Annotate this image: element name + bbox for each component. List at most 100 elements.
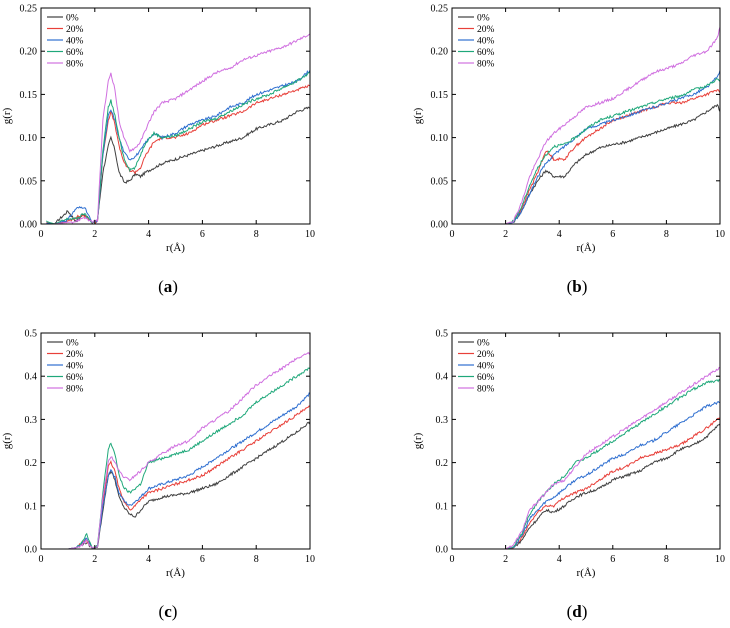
y-tick-label: 0.1 <box>436 501 449 512</box>
y-axis-label: g(r) <box>412 107 424 124</box>
chart-panel-d: 0 2 4 6 8 10 0.0 0.1 0.2 0.3 0.4 0.5 r(Å) g(r) 0%20% 40… <box>412 329 725 580</box>
x-tick-label: 0 <box>39 554 44 565</box>
y-tick-label: 0.05 <box>431 176 449 187</box>
y-tick-label: 0.2 <box>25 458 38 469</box>
series-line-20pct <box>452 89 721 225</box>
x-axis-label: r(Å) <box>166 242 185 254</box>
y-axis-label: g(r) <box>1 432 13 449</box>
series-line-20pct <box>452 416 721 550</box>
x-tick-label: 6 <box>610 554 615 565</box>
series-line-60pct <box>46 72 311 225</box>
chart-panel-c: 0 2 4 6 8 10 0.0 0.1 0.2 0.3 0.4 0.5 r(Å) g(r) 0%20% 40… <box>1 329 315 580</box>
series-line-40pct <box>452 400 721 550</box>
x-tick-label: 4 <box>557 229 562 240</box>
y-tick-label: 0.00 <box>20 220 38 231</box>
y-tick-label: 0.0 <box>25 545 38 556</box>
y-tick-label: 0.05 <box>20 176 38 187</box>
series-line-0pct <box>452 423 721 550</box>
panel-label-a: (a) <box>158 277 178 296</box>
legend-label: 60% <box>477 48 495 58</box>
plot-frame <box>451 7 721 225</box>
plot-frame <box>40 332 311 550</box>
legend-label: 60% <box>66 373 84 383</box>
panel-letter-a: a <box>163 277 173 296</box>
series-line-40pct <box>67 392 311 550</box>
y-tick-label: 0.4 <box>25 372 38 383</box>
x-tick-label: 4 <box>146 229 151 240</box>
legend-label: 80% <box>477 385 495 395</box>
x-tick-label: 2 <box>92 229 97 240</box>
x-tick-label: 2 <box>503 554 508 565</box>
legend-label: 20% <box>477 350 495 360</box>
legend-label: 80% <box>66 60 84 70</box>
legend-label: 40% <box>477 362 495 372</box>
series-line-40pct <box>452 70 721 225</box>
series-line-60pct <box>67 367 311 550</box>
y-tick-label: 0.10 <box>431 133 449 144</box>
y-tick-label: 0.2 <box>436 458 449 469</box>
x-tick-label: 0 <box>450 554 455 565</box>
panel-letter-d: d <box>572 602 582 621</box>
x-tick-label: 8 <box>254 229 259 240</box>
x-tick-label: 10 <box>715 554 725 565</box>
series-line-0pct <box>452 103 721 225</box>
y-axis-label: g(r) <box>1 107 13 124</box>
legend-label: 0% <box>477 339 490 349</box>
legend-label: 60% <box>66 48 84 58</box>
series-line-80pct <box>46 33 311 225</box>
y-tick-label: 0.00 <box>431 220 449 231</box>
x-axis-label: r(Å) <box>166 567 185 579</box>
legend-label: 40% <box>66 37 84 47</box>
chart-panel-a: 0 2 4 6 8 10 0.00 0.05 0.10 0.15 0.20 0.25 r(Å) g(r) 0… <box>1 4 315 255</box>
series-line-20pct <box>46 84 311 225</box>
x-tick-label: 8 <box>664 554 669 565</box>
y-tick-label: 0.20 <box>431 47 449 58</box>
y-tick-label: 0.20 <box>20 47 38 58</box>
panel-label-b: (b) <box>566 277 588 296</box>
x-tick-label: 8 <box>664 229 669 240</box>
legend-label: 60% <box>477 373 495 383</box>
legend-label: 20% <box>66 25 84 35</box>
series-line-20pct <box>67 405 311 550</box>
y-tick-label: 0.3 <box>25 415 38 426</box>
y-tick-label: 0.25 <box>20 4 38 15</box>
series-line-40pct <box>46 69 311 225</box>
x-axis-label: r(Å) <box>577 242 596 254</box>
y-tick-label: 0.25 <box>431 4 449 15</box>
x-tick-label: 10 <box>305 554 315 565</box>
legend-label: 40% <box>477 37 495 47</box>
y-tick-label: 0.5 <box>25 329 38 340</box>
legend-label: 40% <box>66 362 84 372</box>
plot-frame <box>451 332 721 550</box>
panel-letter-c: c <box>164 602 172 621</box>
panel-label-c: (c) <box>158 602 178 621</box>
x-tick-label: 6 <box>200 229 205 240</box>
series-line-80pct <box>67 351 311 550</box>
x-tick-label: 6 <box>610 229 615 240</box>
series-line-80pct <box>452 366 721 550</box>
series-line-60pct <box>452 378 721 550</box>
y-tick-label: 0.10 <box>20 133 38 144</box>
legend-label: 80% <box>477 60 495 70</box>
y-tick-label: 0.15 <box>431 90 449 101</box>
chart-panel-b: 0 2 4 6 8 10 0.00 0.05 0.10 0.15 0.20 0.25 r(Å) g(r) 0… <box>412 4 725 255</box>
x-tick-label: 0 <box>450 229 455 240</box>
y-tick-label: 0.5 <box>436 329 449 340</box>
legend-label: 0% <box>66 14 79 24</box>
y-tick-label: 0.4 <box>436 372 449 383</box>
x-tick-label: 4 <box>557 554 562 565</box>
legend-label: 20% <box>477 25 495 35</box>
x-tick-label: 10 <box>715 229 725 240</box>
legend-label: 20% <box>66 350 84 360</box>
y-tick-label: 0.15 <box>20 90 38 101</box>
x-tick-label: 0 <box>39 229 44 240</box>
series-line-0pct <box>46 106 311 225</box>
plot-frame <box>40 7 311 225</box>
legend: 0%20% 40%60% 80% <box>458 339 495 395</box>
panel-label-d: (d) <box>566 602 588 621</box>
panel-letter-b: b <box>572 277 582 296</box>
x-axis-label: r(Å) <box>577 567 596 579</box>
x-tick-label: 2 <box>503 229 508 240</box>
legend-label: 80% <box>66 385 84 395</box>
